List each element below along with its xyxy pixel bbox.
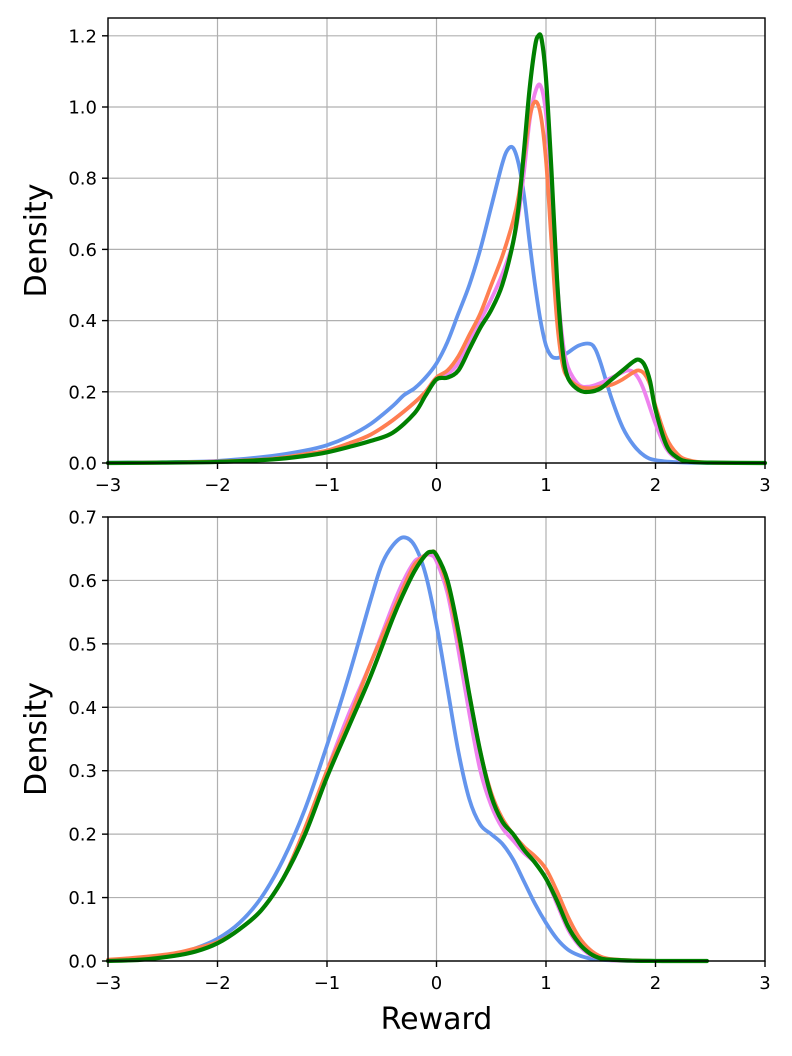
bottom-y-tick-label-1: 0.1 bbox=[68, 888, 97, 909]
bottom-ticks: −3 −2 −1 0 1 2 3 0.0 0.1 0.2 0.3 0.4 0.5 0.6 0.7 bbox=[68, 508, 770, 995]
bottom-series-line-0 bbox=[106, 535, 658, 963]
bottom-series-line-3 bbox=[105, 549, 710, 964]
bottom-y-tick-label-3: 0.3 bbox=[68, 761, 97, 782]
top-series-line-3 bbox=[105, 32, 768, 466]
top-y-tick-label-2: 0.4 bbox=[68, 311, 97, 332]
bottom-density-plot: −3 −2 −1 0 1 2 3 0.0 0.1 0.2 0.3 0.4 0.5 0.6 0.7 Densi… bbox=[19, 508, 771, 1038]
top-x-tick-label-4: 1 bbox=[540, 475, 551, 496]
top-x-tick-label-2: −1 bbox=[314, 475, 341, 496]
bottom-x-tick-label-3: 0 bbox=[431, 973, 442, 994]
top-series-line-0 bbox=[106, 144, 767, 465]
top-y-tick-label-0: 0.0 bbox=[68, 454, 97, 475]
top-y-tick-label-1: 0.2 bbox=[68, 382, 97, 403]
bottom-x-tick-label-5: 2 bbox=[650, 973, 661, 994]
bottom-x-tick-label-4: 1 bbox=[540, 973, 551, 994]
bottom-series-line-2 bbox=[106, 549, 658, 963]
bottom-y-tick-label-4: 0.4 bbox=[68, 698, 97, 719]
top-y-tick-label-3: 0.6 bbox=[68, 240, 97, 261]
top-y-tick-label-4: 0.8 bbox=[68, 169, 97, 190]
bottom-y-tick-label-6: 0.6 bbox=[68, 571, 97, 592]
bottom-y-tick-label-0: 0.0 bbox=[68, 952, 97, 973]
bottom-y-tick-label-2: 0.2 bbox=[68, 825, 97, 846]
top-x-tick-label-3: 0 bbox=[431, 475, 442, 496]
bottom-x-tick-label-2: −1 bbox=[314, 973, 341, 994]
top-grid bbox=[107, 18, 766, 464]
bottom-x-tick-label-1: −2 bbox=[204, 973, 231, 994]
bottom-series-line-1 bbox=[106, 552, 658, 963]
top-x-tick-label-6: 3 bbox=[759, 475, 770, 496]
bottom-x-axis-label: Reward bbox=[381, 1002, 493, 1037]
bottom-x-tick-label-0: −3 bbox=[95, 973, 122, 994]
bottom-y-tick-label-7: 0.7 bbox=[68, 508, 97, 529]
bottom-x-tick-label-6: 3 bbox=[759, 973, 770, 994]
top-y-tick-label-5: 1.0 bbox=[68, 98, 97, 119]
bottom-y-tick-label-5: 0.5 bbox=[68, 634, 97, 655]
top-density-plot: −3 −2 −1 0 1 2 3 0.0 0.2 0.4 0.6 0.8 1.0 1.2 Density bbox=[19, 17, 771, 496]
top-x-tick-label-0: −3 bbox=[95, 475, 122, 496]
top-series-lines bbox=[105, 32, 768, 466]
top-y-tick-label-6: 1.2 bbox=[68, 26, 97, 47]
top-x-tick-label-1: −2 bbox=[204, 475, 231, 496]
bottom-series-lines bbox=[105, 535, 710, 964]
bottom-grid bbox=[107, 516, 766, 962]
top-ticks: −3 −2 −1 0 1 2 3 0.0 0.2 0.4 0.6 0.8 1.0 1.2 bbox=[68, 26, 770, 496]
top-y-axis-label: Density bbox=[19, 183, 54, 297]
bottom-y-axis-label: Density bbox=[19, 682, 54, 796]
top-series-line-2 bbox=[106, 99, 767, 465]
top-x-tick-label-5: 2 bbox=[650, 475, 661, 496]
